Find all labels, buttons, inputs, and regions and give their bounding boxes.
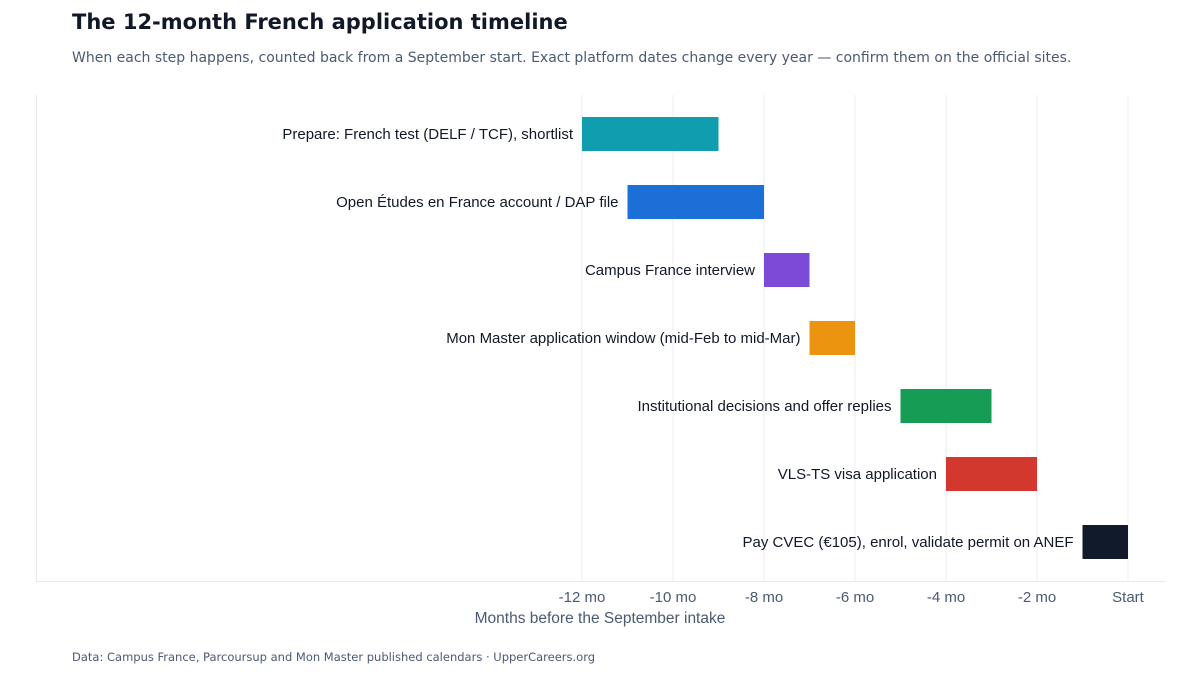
timeline-bar	[627, 185, 764, 219]
category-label: Pay CVEC (€105), enrol, validate permit …	[743, 534, 1074, 551]
x-tick-label: Start	[1112, 589, 1145, 606]
grid-lines	[581, 95, 1129, 581]
x-tick-label: -6 mo	[836, 589, 874, 606]
timeline-bar	[809, 321, 855, 355]
category-labels: Prepare: French test (DELF / TCF), short…	[282, 126, 1073, 551]
category-label: Institutional decisions and offer replie…	[637, 398, 891, 415]
x-tick-label: -10 mo	[650, 589, 697, 606]
x-tick-label: -2 mo	[1018, 589, 1056, 606]
bars-group	[582, 117, 1128, 559]
timeline-bar	[900, 389, 992, 423]
chart-footer: Data: Campus France, Parcoursup and Mon …	[72, 650, 596, 664]
chart-title: The 12-month French application timeline	[72, 10, 568, 34]
x-tick-labels: -12 mo -10 mo -8 mo -6 mo -4 mo -2 mo Start	[559, 589, 1145, 606]
category-label: VLS-TS visa application	[778, 466, 937, 483]
timeline-bar	[764, 253, 810, 287]
timeline-bar	[1082, 525, 1128, 559]
category-label: Prepare: French test (DELF / TCF), short…	[282, 126, 573, 143]
category-label: Campus France interview	[585, 262, 755, 279]
chart-subtitle: When each step happens, counted back fro…	[72, 50, 1072, 66]
category-label: Open Études en France account / DAP file	[336, 194, 618, 211]
x-axis-title: Months before the September intake	[475, 610, 726, 627]
timeline-bar	[582, 117, 719, 151]
x-tick-label: -4 mo	[927, 589, 965, 606]
x-tick-label: -12 mo	[559, 589, 606, 606]
x-tick-label: -8 mo	[745, 589, 783, 606]
category-label: Mon Master application window (mid-Feb t…	[446, 330, 800, 347]
timeline-bar	[946, 457, 1037, 491]
